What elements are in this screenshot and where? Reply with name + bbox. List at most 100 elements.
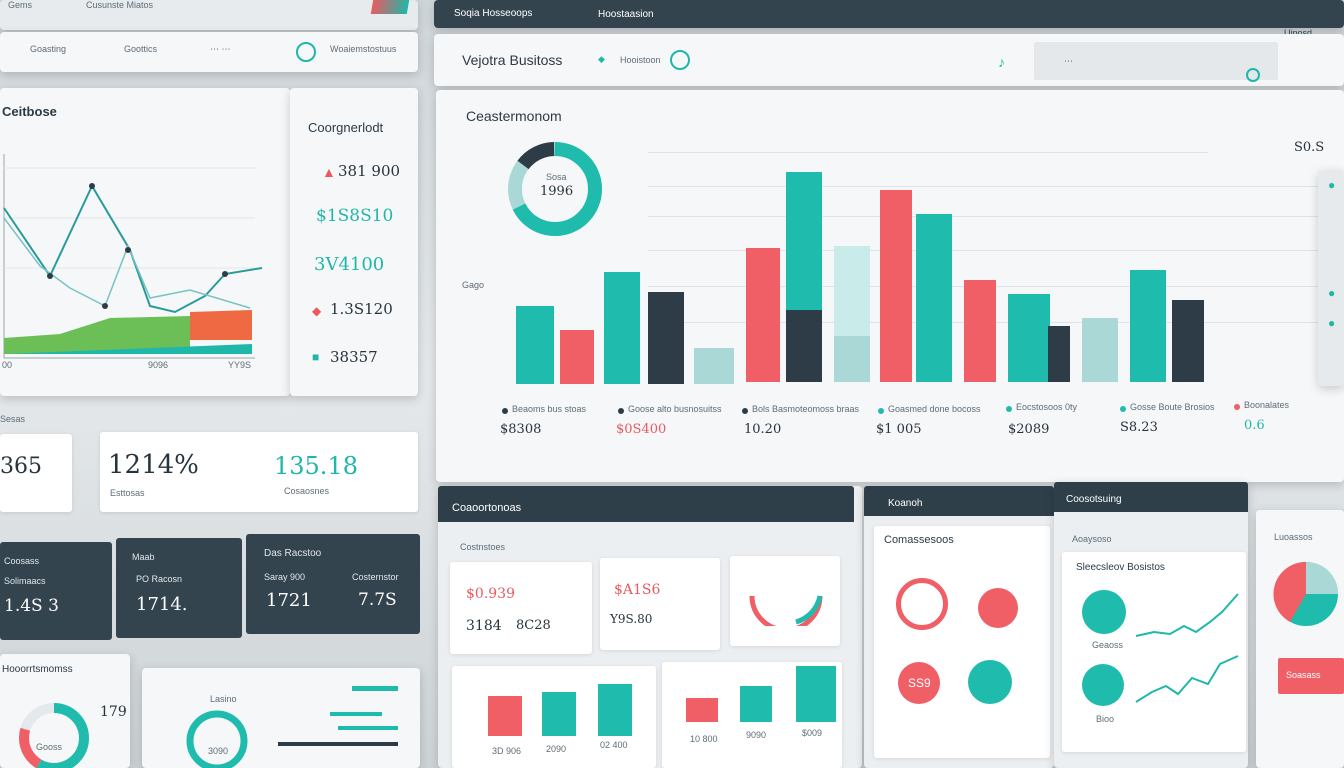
pie-chart-svg xyxy=(1273,561,1338,626)
app-bar-input[interactable] xyxy=(1034,42,1278,80)
gauge-icon xyxy=(749,595,823,626)
kpi-donut-value: 1996 xyxy=(540,184,574,199)
corner-value: S0.S xyxy=(1294,140,1325,155)
side-values-panel: Coorgnerlodt ▲ 381 900 $1S8S10 3V4100 ◆ … xyxy=(290,88,418,396)
lower-left-subtitle: Costnstoes xyxy=(460,542,506,552)
kpi-donut xyxy=(508,142,602,236)
line-chart-svg xyxy=(3,154,263,359)
lower-bar-a-label-2: 02 400 xyxy=(600,740,628,750)
bar-6 xyxy=(786,172,822,312)
kpi-value-2: 135.18 xyxy=(274,452,358,480)
legend-value-3: $1 005 xyxy=(876,422,922,437)
kpi-card-wide[interactable]: 1214% Esttosas 135.18 Cosaosnes xyxy=(100,432,418,512)
kpi-caption-b: Cosaosnes xyxy=(284,486,330,496)
legend-label-0: Beaoms bus stoas xyxy=(512,404,587,414)
bar-5 xyxy=(746,248,780,382)
lower-right-subtitle: Aoaysoso xyxy=(1072,534,1112,544)
far-right-title: Luoassos xyxy=(1274,532,1313,542)
area-orange xyxy=(190,310,252,340)
lower-left-header: Coaoortonoas xyxy=(438,486,854,522)
lower-card-0[interactable]: $0.939 3184 8C28 xyxy=(450,562,592,654)
signal-icon[interactable]: ♪ xyxy=(998,54,1005,70)
legend-value-0: $8308 xyxy=(500,422,542,437)
sparkline-svg xyxy=(1135,593,1239,703)
legend-label-2: Bols Basmoteomoss braas xyxy=(752,404,860,414)
gridline-3 xyxy=(648,250,1318,251)
badge-icon: ■ xyxy=(312,350,320,364)
edge-icon-2: ● xyxy=(1328,316,1336,330)
main-app-bar: Vejotra Busitoss ◆ Hooistoon ♪ ⋯ xyxy=(434,34,1344,86)
lower-bar-a0 xyxy=(488,696,522,736)
bar-13 xyxy=(1130,270,1166,382)
dark-label-1: Maab xyxy=(132,552,155,562)
lower-value-4: Y9S.80 xyxy=(610,612,653,626)
kpi-row-label: Sesas xyxy=(0,414,26,424)
lower-right-title: Coosotsuing xyxy=(1066,494,1122,505)
legend-value-2: 10.20 xyxy=(744,422,782,437)
lower-mid-title: Koanoh xyxy=(888,498,923,509)
legend-dot-4 xyxy=(1006,406,1012,412)
gridline-2 xyxy=(648,216,1318,217)
main-top-bar: Soqia Hosseoops Hoostaasion Uiposd xyxy=(434,0,1344,38)
hbar-1 xyxy=(330,712,382,716)
hbar-2 xyxy=(338,726,398,730)
lower-bar-a-label-0: 3D 906 xyxy=(492,746,522,756)
edge-icon-1: ● xyxy=(1328,286,1336,300)
dark-sublabel-2: Saray 900 xyxy=(264,572,306,582)
bubble-red-2-icon xyxy=(898,662,940,704)
lower-right-heading: Sleecsleov Bosistos xyxy=(1076,562,1165,573)
header-title: Cusunste Miatos xyxy=(86,0,154,10)
dark-value-2: 1721 xyxy=(266,590,312,611)
dark-card-0[interactable]: Coosass Solimaacs 1.4S 3 xyxy=(0,542,112,640)
cube-icon xyxy=(370,0,410,14)
app-tab[interactable]: Hooistoon xyxy=(620,55,661,65)
app-bar-input-text: ⋯ xyxy=(1064,56,1073,66)
legend-value-6: 0.6 xyxy=(1244,418,1265,433)
bar-8 xyxy=(880,190,912,382)
brand-label: Gems xyxy=(8,0,33,10)
tab-goasting[interactable]: Goasting xyxy=(30,44,67,54)
left-header-bar: Gems Cusunste Miatos xyxy=(0,0,418,30)
ring-value: SS9 xyxy=(908,676,931,690)
lower-bar-a-label-1: 2090 xyxy=(546,744,567,754)
refresh-icon[interactable] xyxy=(296,42,316,62)
kpi-donut-label: Sosa xyxy=(546,172,567,182)
lower-value-0: $0.939 xyxy=(466,586,515,602)
search-icon[interactable] xyxy=(670,50,690,70)
far-right-button[interactable]: Soasass xyxy=(1278,658,1344,694)
area-teal xyxy=(4,344,252,354)
left-bottom-donut xyxy=(19,703,89,768)
lower-bar-b1 xyxy=(740,686,772,722)
kpi-caption-a: Esttosas xyxy=(110,488,145,498)
side-value-0: 381 900 xyxy=(338,162,401,180)
bar-1 xyxy=(560,330,594,384)
bar-6b xyxy=(786,310,822,382)
bar-0 xyxy=(516,306,554,384)
side-value-1: $1S8S10 xyxy=(316,206,394,226)
legend-dot-6 xyxy=(1234,404,1240,410)
lower-left-panel: Coaoortonoas Costnstoes $0.939 3184 8C28… xyxy=(438,486,862,768)
arrow-up-icon: ▲ xyxy=(322,164,336,180)
left-bottom-ring-value: 3090 xyxy=(208,746,229,756)
tab-dots: ⋯ ⋯ xyxy=(210,44,231,54)
dark-card-1[interactable]: Maab PO Racosn 1714. xyxy=(116,538,242,638)
main-top-right-label: Uiposd xyxy=(1284,28,1313,38)
settings-icon[interactable] xyxy=(1246,68,1260,82)
legend-value-4: $2089 xyxy=(1008,422,1050,437)
kpi-card-0[interactable]: 365 xyxy=(0,434,72,512)
dark-label-3: Costernstor xyxy=(352,572,399,582)
dark-card-2[interactable]: Das Racstoo Saray 900 1721 Costernstor 7… xyxy=(246,534,420,634)
bar-2 xyxy=(604,272,640,384)
lower-right-label-a: Geaoss xyxy=(1092,640,1124,650)
lower-value-1: $A1S6 xyxy=(614,582,661,598)
line-x-label-0: 00 xyxy=(2,360,13,370)
line-x-label-1: 9096 xyxy=(148,360,169,370)
bar-chart-panel: Ceastermonom Sosa 1996 S0.S Gago Beaoms … xyxy=(436,90,1344,482)
area-green xyxy=(4,316,190,354)
tab-right-label[interactable]: Woaiemstostuus xyxy=(330,44,397,54)
lower-card-1[interactable]: $A1S6 Y9S.80 xyxy=(600,558,720,650)
tab-goottics[interactable]: Goottics xyxy=(124,44,158,54)
dark-label-0: Coosass xyxy=(4,556,40,566)
lower-card-2[interactable] xyxy=(730,556,840,646)
legend-label-6: Boonalates xyxy=(1244,400,1290,410)
